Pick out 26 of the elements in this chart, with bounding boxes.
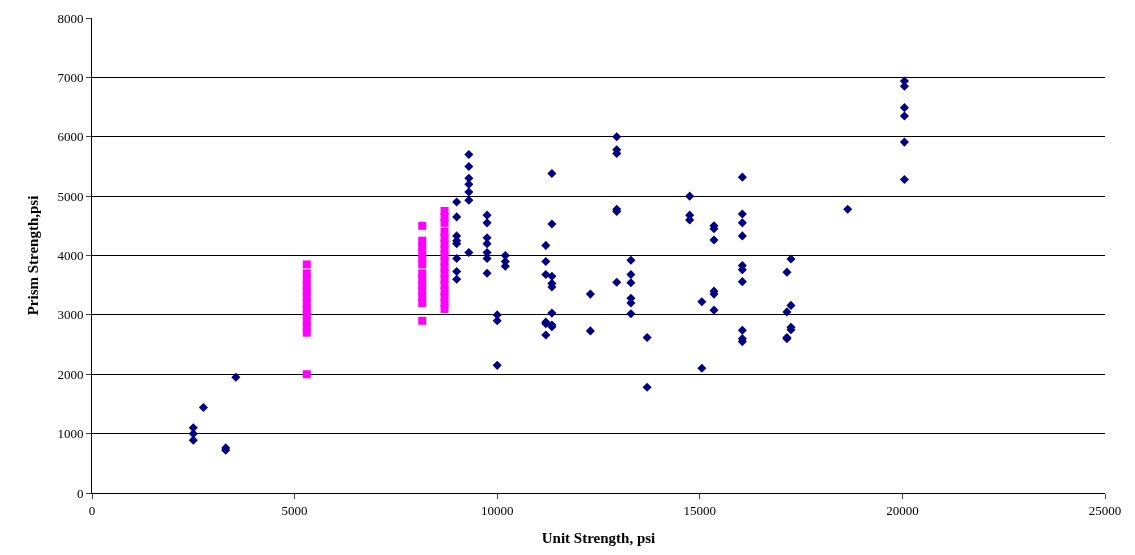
x-tick-label: 5000	[281, 502, 308, 518]
point	[418, 236, 427, 245]
y-tick-label: 3000	[57, 307, 84, 323]
x-tick-label: 10000	[480, 502, 514, 518]
point	[302, 370, 311, 379]
x-tick-label: 25000	[1088, 502, 1122, 518]
y-tick-label: 1000	[57, 426, 84, 442]
y-axis-title: Prism Strength,psi	[24, 195, 41, 316]
x-tick-label: 15000	[683, 502, 717, 518]
x-tick-label: 20000	[886, 502, 919, 518]
y-tick-label: 5000	[57, 188, 84, 204]
y-tick-label: 8000	[57, 10, 84, 26]
y-tick-label: 0	[76, 485, 84, 501]
y-tick-label: 6000	[57, 129, 84, 145]
y-tick-label: 2000	[57, 366, 84, 382]
point	[302, 269, 311, 278]
point	[418, 221, 427, 230]
point	[418, 316, 427, 325]
point	[440, 206, 449, 215]
x-axis-title: Unit Strength, psi	[541, 529, 656, 546]
x-tick-label: 0	[88, 502, 96, 518]
point	[302, 260, 311, 269]
point	[440, 227, 449, 236]
point	[418, 269, 427, 278]
y-tick-label: 7000	[57, 69, 84, 85]
y-tick-label: 4000	[57, 248, 84, 264]
